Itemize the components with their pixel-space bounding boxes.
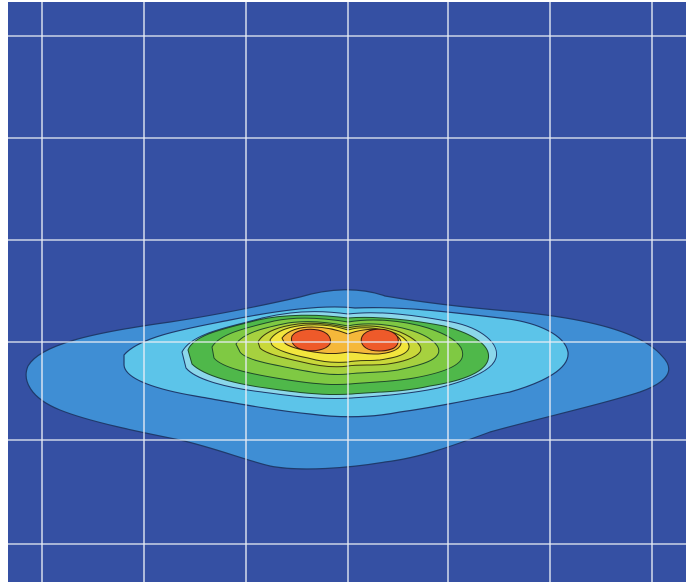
contour-level-10-right-peak	[361, 329, 398, 351]
contour-level-10-left-peak	[292, 329, 331, 351]
